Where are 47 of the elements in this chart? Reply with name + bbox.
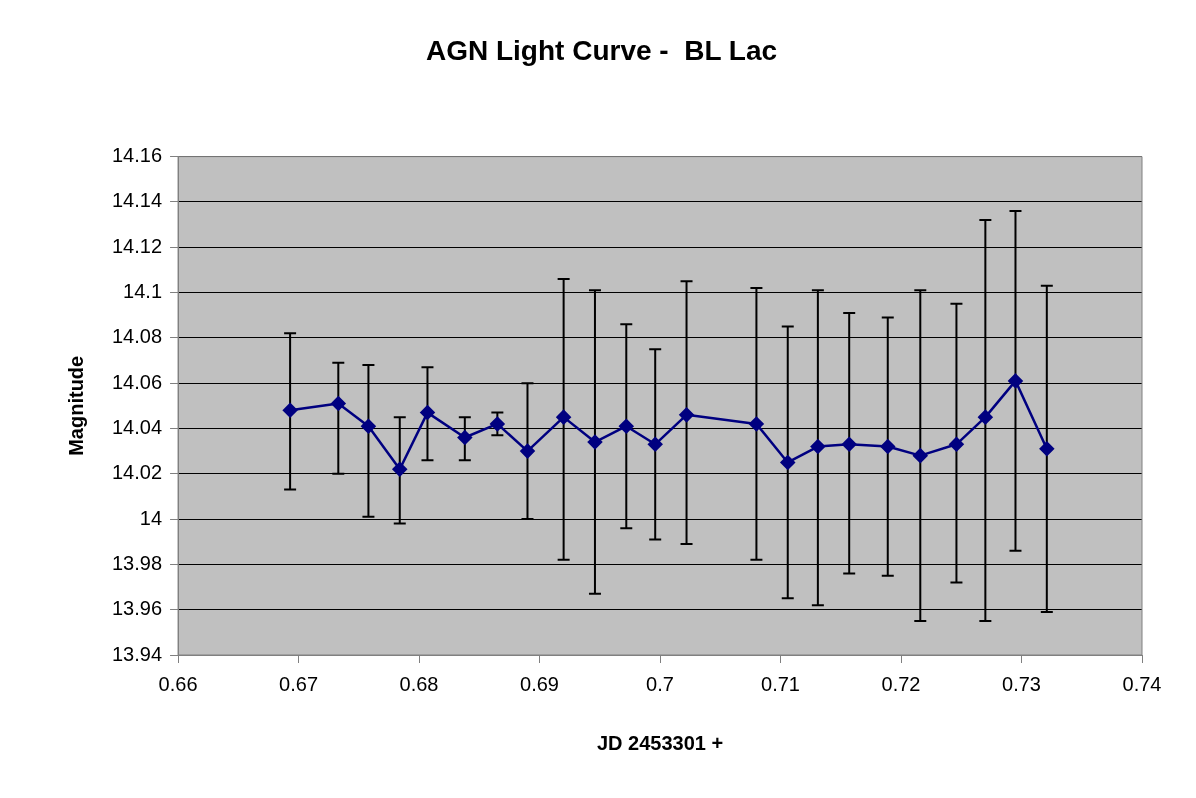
point — [841, 437, 857, 452]
point — [587, 434, 603, 450]
point — [282, 403, 298, 418]
x-tick-label: 0.66 — [158, 672, 198, 695]
point — [810, 439, 826, 454]
point — [490, 416, 505, 432]
point — [780, 455, 795, 470]
y-tick-label: 13.94 — [111, 642, 163, 665]
point — [913, 448, 928, 463]
x-tick-label: 0.69 — [520, 672, 559, 695]
x-tick-label: 0.67 — [279, 672, 319, 695]
x-axis-title: JD 2453301 + — [596, 731, 724, 754]
point — [679, 407, 694, 423]
y-tick-label: 14.16 — [111, 144, 163, 167]
x-tick-label: 0.73 — [1002, 672, 1041, 695]
point — [978, 409, 993, 425]
point — [520, 443, 535, 459]
point — [331, 396, 346, 411]
point — [1008, 373, 1023, 389]
x-tick-label: 0.74 — [1122, 672, 1162, 695]
y-tick-label: 14.08 — [111, 325, 163, 348]
y-tick-label: 13.96 — [111, 597, 163, 620]
point — [420, 405, 435, 420]
y-tick-label: 14.02 — [111, 461, 163, 484]
point — [949, 437, 964, 452]
point — [556, 409, 571, 425]
point — [457, 430, 473, 445]
point — [647, 437, 663, 452]
y-tick-label: 13.98 — [111, 551, 163, 574]
x-tick-label: 0.68 — [399, 672, 439, 695]
point — [392, 461, 408, 477]
point — [619, 418, 634, 434]
y-tick-label: 14.06 — [111, 370, 163, 393]
y-tick-label: 14.14 — [111, 189, 163, 212]
y-tick-label: 14.1 — [123, 280, 163, 303]
y-tick-label: 14.12 — [111, 234, 163, 257]
chart-title: AGN Light Curve - BL Lac — [425, 34, 778, 66]
y-tick-label: 14 — [139, 506, 163, 529]
x-tick-label: 0.71 — [761, 672, 800, 695]
x-tick-label: 0.72 — [881, 672, 921, 695]
y-axis-title: Magnitude — [64, 355, 87, 456]
y-tick-label: 14.04 — [111, 415, 163, 438]
point — [880, 439, 896, 454]
point — [1039, 441, 1055, 457]
point — [361, 418, 376, 434]
x-tick-label: 0.7 — [646, 672, 674, 695]
point — [749, 416, 764, 432]
